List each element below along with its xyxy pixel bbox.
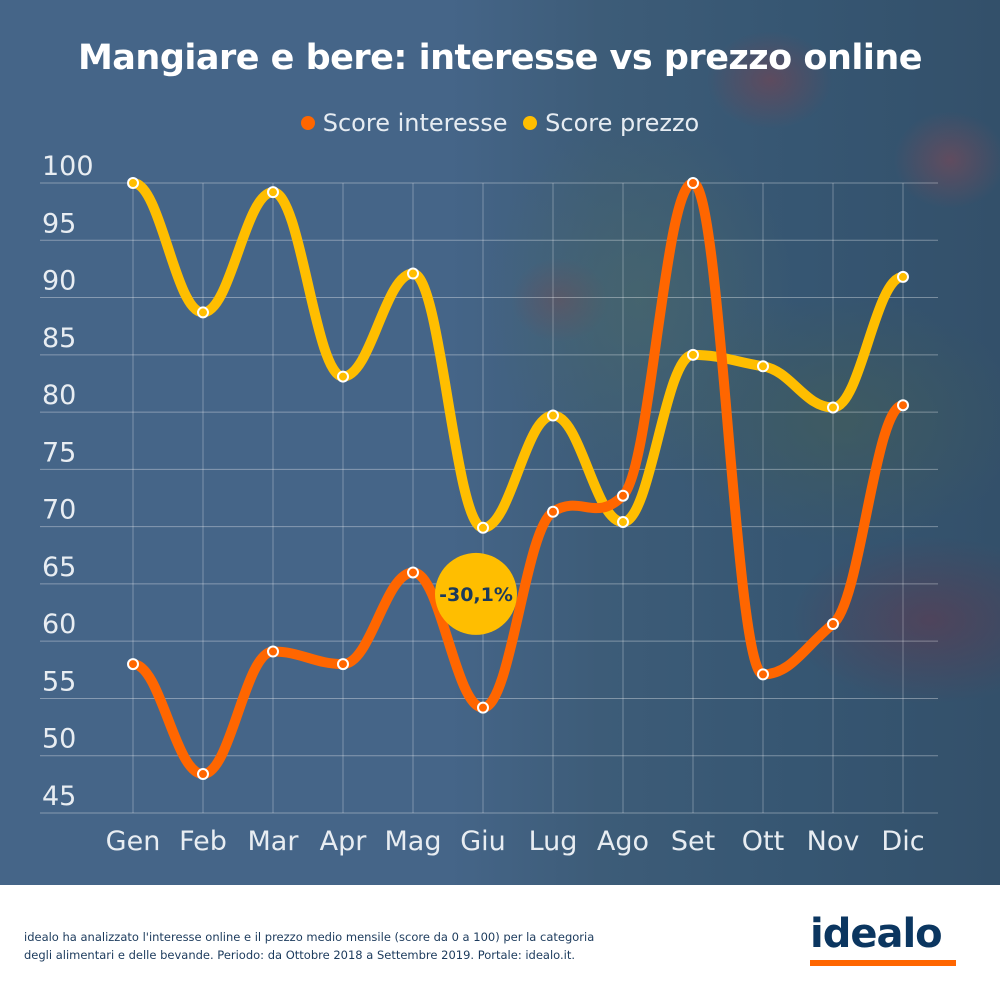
data-point-marker[interactable] bbox=[267, 645, 279, 658]
x-tick-label: Feb bbox=[179, 826, 227, 857]
data-point-marker[interactable] bbox=[127, 177, 139, 189]
x-tick-label: Set bbox=[671, 826, 715, 857]
data-point-marker[interactable] bbox=[547, 409, 559, 422]
y-tick-label: 60 bbox=[42, 609, 76, 640]
legend-dot-icon bbox=[523, 116, 538, 130]
y-tick-label: 65 bbox=[42, 552, 76, 583]
data-point-marker[interactable] bbox=[407, 566, 419, 579]
data-point-marker[interactable] bbox=[897, 399, 909, 412]
chart-background bbox=[0, 0, 1000, 885]
line-chart: 100 95 90 85 80 75 70 65 60 55 50 45 Gen Feb Mar Apr Mag… bbox=[42, 151, 925, 857]
y-tick-label: 80 bbox=[42, 380, 76, 411]
data-point-marker[interactable] bbox=[757, 360, 769, 373]
legend-label: Score prezzo bbox=[545, 109, 700, 137]
footer-note: idealo ha analizzato l'interesse online … bbox=[24, 930, 595, 962]
logo-text: idealo bbox=[810, 911, 943, 957]
data-point-marker[interactable] bbox=[757, 668, 769, 681]
y-tick-label: 75 bbox=[42, 437, 76, 468]
data-point-marker[interactable] bbox=[897, 270, 909, 283]
data-point-marker[interactable] bbox=[687, 177, 699, 189]
x-tick-label: Dic bbox=[881, 826, 924, 857]
data-point-marker[interactable] bbox=[547, 505, 559, 518]
x-tick-label: Giu bbox=[460, 826, 506, 857]
x-tick-label: Nov bbox=[807, 826, 860, 857]
logo-underline bbox=[810, 960, 956, 966]
data-point-marker[interactable] bbox=[337, 370, 349, 383]
chart-title: Mangiare e bere: interesse vs prezzo onl… bbox=[77, 38, 923, 78]
x-tick-label: Lug bbox=[529, 826, 578, 857]
y-tick-label: 90 bbox=[42, 266, 76, 297]
legend-label: Score interesse bbox=[322, 109, 508, 137]
x-tick-label: Apr bbox=[320, 826, 368, 857]
data-point-marker[interactable] bbox=[477, 701, 489, 714]
x-tick-label: Ago bbox=[597, 826, 649, 857]
y-tick-label: 55 bbox=[42, 666, 76, 697]
idealo-logo: idealo bbox=[810, 912, 960, 966]
legend-dot-icon bbox=[300, 116, 315, 130]
y-tick-label: 70 bbox=[42, 495, 76, 526]
data-point-marker[interactable] bbox=[617, 489, 629, 502]
series-line-prezzo bbox=[128, 178, 908, 533]
y-tick-label: 100 bbox=[42, 151, 94, 182]
annotation-bubble bbox=[435, 552, 517, 635]
data-point-marker[interactable] bbox=[407, 267, 419, 280]
data-point-marker[interactable] bbox=[337, 658, 349, 671]
data-point-marker[interactable] bbox=[687, 348, 699, 361]
x-tick-label: Gen bbox=[106, 826, 161, 857]
y-tick-label: 50 bbox=[42, 724, 76, 755]
data-point-marker[interactable] bbox=[477, 521, 489, 534]
x-tick-label: Mar bbox=[248, 826, 300, 857]
chart-legend: Score interesse Score prezzo bbox=[0, 108, 1000, 137]
x-tick-label: Ott bbox=[742, 826, 784, 857]
y-tick-label: 95 bbox=[42, 208, 76, 239]
data-point-marker[interactable] bbox=[827, 618, 839, 630]
data-point-marker[interactable] bbox=[127, 658, 139, 671]
y-tick-label: 85 bbox=[42, 323, 76, 354]
data-point-marker[interactable] bbox=[267, 186, 279, 199]
data-point-marker[interactable] bbox=[197, 768, 209, 781]
legend-item-interesse: Score interesse bbox=[300, 109, 508, 137]
data-point-marker[interactable] bbox=[827, 401, 839, 414]
legend-item-prezzo: Score prezzo bbox=[523, 109, 699, 137]
annotation-label: -30,1% bbox=[439, 584, 513, 606]
data-point-marker[interactable] bbox=[197, 306, 209, 319]
data-point-marker[interactable] bbox=[617, 516, 629, 529]
y-tick-label: 45 bbox=[42, 781, 76, 812]
x-tick-label: Mag bbox=[385, 826, 442, 857]
